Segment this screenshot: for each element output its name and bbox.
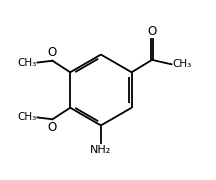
Text: CH₃: CH₃ [172, 59, 192, 69]
Text: NH₂: NH₂ [90, 145, 111, 155]
Text: O: O [48, 46, 57, 59]
Text: O: O [147, 25, 157, 38]
Text: O: O [48, 121, 57, 134]
Text: CH₃: CH₃ [17, 112, 37, 122]
Text: CH₃: CH₃ [17, 58, 37, 68]
